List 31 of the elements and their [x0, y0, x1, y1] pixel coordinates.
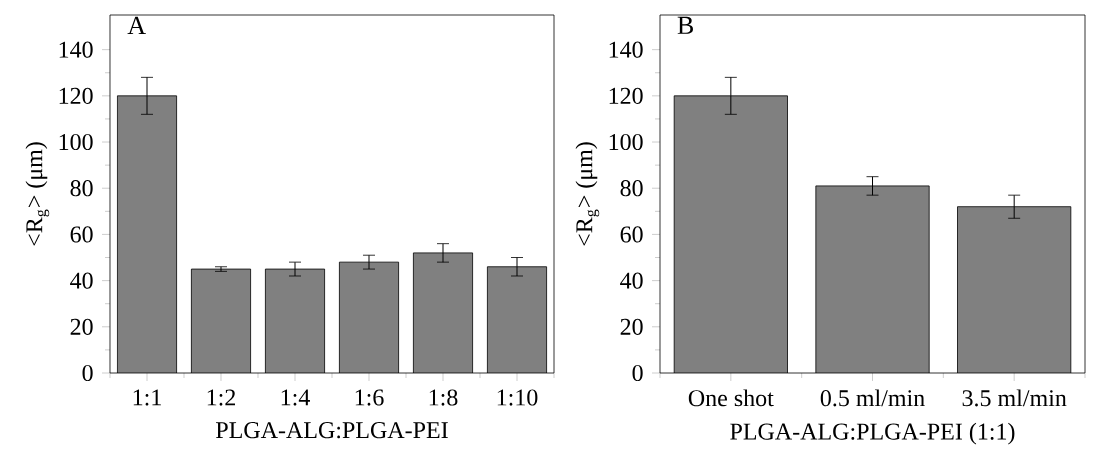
y-tick-label: 60: [620, 226, 643, 243]
y-tick-label: 100: [59, 133, 93, 151]
y-tick-label: 120: [59, 87, 93, 104]
y-axis-title: <R$_{g}$> (μm): [25, 142, 50, 246]
x-tick-label: 1:1: [133, 389, 161, 406]
x-tick-label: 1:6: [355, 389, 384, 406]
y-tick-label: 20: [70, 318, 93, 335]
x-tick-label: 1:2: [207, 389, 235, 406]
x-axis-title: PLGA-ALG:PLGA-PEI: [216, 422, 448, 439]
x-tick-label: 0.5 ml/min: [820, 389, 925, 407]
y-tick-label: 40: [70, 272, 93, 289]
chart-title: B: [677, 16, 693, 34]
chart-title: A: [127, 16, 146, 34]
y-tick-label: 140: [609, 41, 643, 58]
y-axis-title: <R$_{g}$> (μm): [575, 142, 600, 246]
y-tick-label: 120: [609, 87, 643, 104]
x-tick-label: 1:8: [429, 389, 458, 406]
x-axis-title: PLGA-ALG:PLGA-PEI (1:1): [730, 422, 1015, 445]
x-tick-label: 1:4: [281, 389, 310, 406]
y-tick-label: 20: [620, 318, 643, 335]
y-tick-label: 0: [632, 364, 643, 382]
y-tick-label: 100: [609, 133, 643, 151]
y-tick-label: 40: [620, 272, 643, 289]
y-tick-label: 0: [82, 364, 93, 382]
y-tick-label: 140: [59, 41, 93, 58]
x-tick-label: 1:10: [497, 389, 538, 406]
x-tick-label: One shot: [688, 389, 774, 407]
y-tick-label: 80: [620, 180, 643, 197]
y-tick-label: 60: [70, 226, 93, 243]
x-tick-label: 3.5 ml/min: [962, 389, 1067, 407]
y-tick-label: 80: [70, 180, 93, 197]
